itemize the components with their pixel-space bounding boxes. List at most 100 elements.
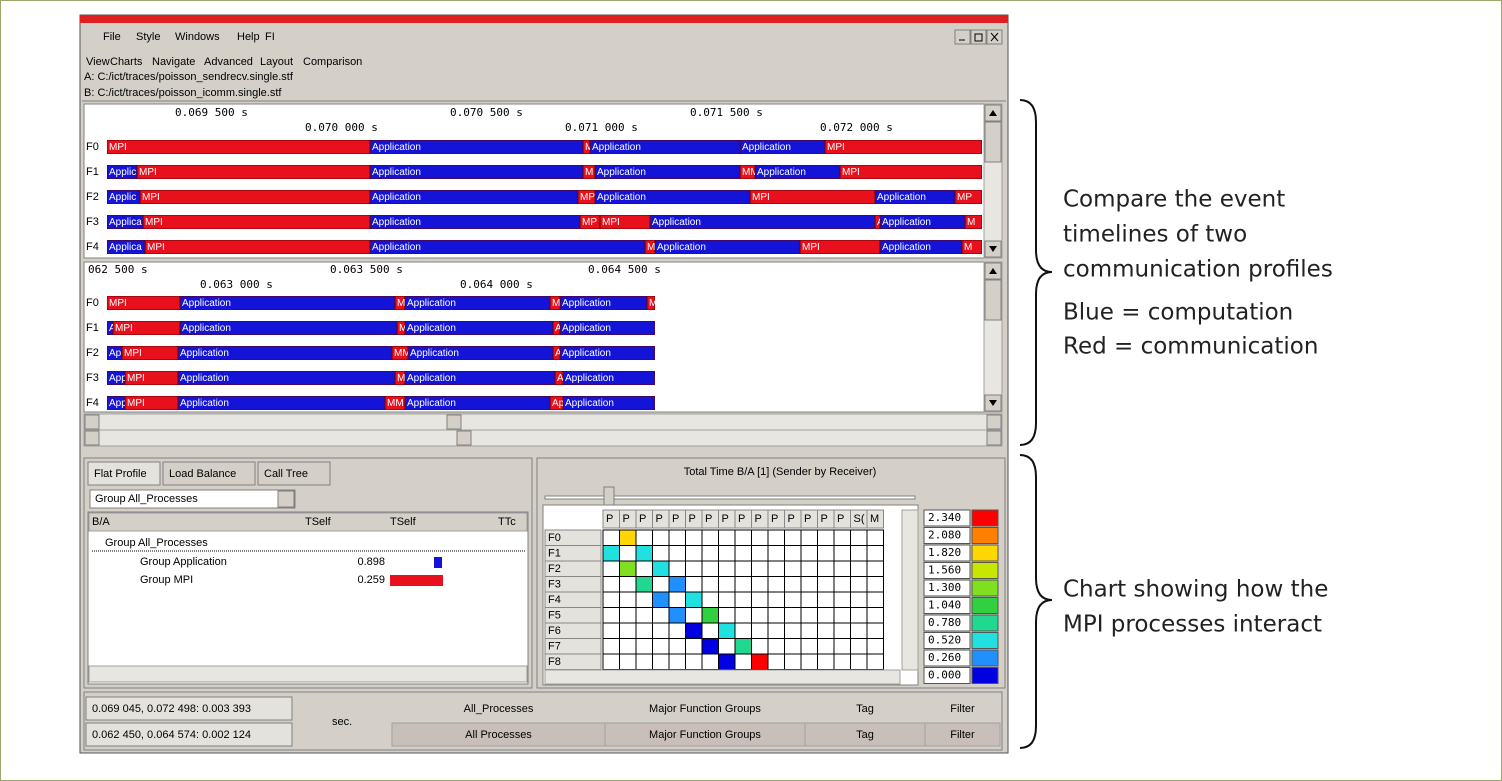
legend-label: 0.260 bbox=[928, 651, 961, 664]
empty-cell bbox=[702, 592, 719, 608]
column-header[interactable]: B/A bbox=[92, 516, 110, 528]
segment-bar bbox=[137, 165, 370, 179]
matrix-column: P bbox=[821, 513, 828, 525]
tab-label[interactable]: Call Tree bbox=[264, 468, 308, 480]
tab-label[interactable]: Flat Profile bbox=[94, 468, 147, 480]
status-label[interactable]: Tag bbox=[856, 703, 874, 715]
segment-label: Application bbox=[597, 192, 646, 203]
time-axis-label: 0.063 000 s bbox=[200, 278, 273, 291]
status-label[interactable]: All_Processes bbox=[464, 703, 534, 715]
segment-bar bbox=[840, 165, 982, 179]
h-scrollbar bbox=[89, 666, 527, 682]
empty-cell bbox=[719, 608, 736, 624]
timeline-segment: Application bbox=[180, 321, 397, 335]
empty-cell bbox=[834, 608, 851, 624]
matrix-column: P bbox=[804, 513, 811, 525]
legend-swatch bbox=[972, 668, 998, 684]
status-label[interactable]: Major Function Groups bbox=[649, 729, 761, 741]
empty-cell bbox=[768, 623, 785, 639]
range-text: 0.062 450, 0.064 574: 0.002 124 bbox=[92, 729, 251, 741]
tab-label[interactable]: Load Balance bbox=[169, 468, 236, 480]
empty-cell bbox=[752, 561, 769, 577]
column-header[interactable]: TSelf bbox=[390, 516, 417, 528]
empty-cell bbox=[851, 546, 868, 562]
empty-cell bbox=[867, 639, 884, 655]
menu-item[interactable]: Help bbox=[237, 31, 260, 43]
dropdown-button[interactable] bbox=[278, 491, 294, 507]
segment-label: Applica bbox=[109, 242, 142, 253]
time-axis-label: 0.070 500 s bbox=[450, 106, 523, 119]
scroll-left[interactable] bbox=[85, 415, 99, 429]
segment-label: Ap bbox=[552, 398, 565, 409]
empty-cell bbox=[834, 561, 851, 577]
dropdown-value[interactable]: Group All_Processes bbox=[95, 493, 198, 505]
status-label[interactable]: Tag bbox=[856, 729, 874, 741]
menu-item[interactable]: Style bbox=[136, 31, 160, 43]
matrix-row: F7 bbox=[548, 640, 561, 652]
segment-label: MP bbox=[957, 192, 972, 203]
brace bbox=[1020, 455, 1052, 748]
legend-label: 2.340 bbox=[928, 511, 961, 524]
menu-item[interactable]: View bbox=[86, 56, 110, 68]
status-label[interactable]: All Processes bbox=[465, 729, 532, 741]
time-axis-label: 0.064 500 s bbox=[588, 263, 661, 276]
column-header[interactable]: TTc bbox=[498, 516, 516, 528]
segment-label: MPI bbox=[139, 167, 157, 178]
status-label[interactable]: Filter bbox=[950, 729, 975, 741]
scroll-thumb[interactable] bbox=[985, 280, 1001, 320]
segment-label: Application bbox=[597, 167, 646, 178]
timeline-segment: M bbox=[645, 240, 655, 254]
segment-label: Application bbox=[180, 348, 229, 359]
empty-cell bbox=[669, 530, 686, 546]
empty-cell bbox=[653, 608, 670, 624]
matrix-row: F4 bbox=[548, 594, 561, 606]
empty-cell bbox=[785, 546, 802, 562]
empty-cell bbox=[719, 530, 736, 546]
annotation: communication profiles bbox=[1063, 257, 1333, 283]
segment-label: Application bbox=[742, 142, 791, 153]
segment-label: M bbox=[552, 298, 560, 309]
segment-label: Application bbox=[757, 167, 806, 178]
empty-cell bbox=[768, 546, 785, 562]
segment-label: MM bbox=[387, 398, 404, 409]
menu-item[interactable]: File bbox=[103, 31, 121, 43]
annotation: Blue = computation bbox=[1063, 300, 1293, 326]
empty-cell bbox=[686, 654, 703, 670]
legend-swatch bbox=[972, 650, 998, 666]
menu-item[interactable]: FI bbox=[265, 31, 275, 43]
empty-cell bbox=[603, 530, 620, 546]
menu-item[interactable]: Comparison bbox=[303, 56, 362, 68]
menu-item[interactable]: Charts bbox=[110, 56, 143, 68]
segment-label: Applica bbox=[109, 217, 142, 228]
status-label[interactable]: Filter bbox=[950, 703, 975, 715]
trace-path: A: C:/ict/traces/poisson_sendrecv.single… bbox=[84, 71, 294, 83]
time-axis-label: 0.063 500 s bbox=[330, 263, 403, 276]
empty-cell bbox=[636, 654, 653, 670]
status-label[interactable]: Major Function Groups bbox=[649, 703, 761, 715]
timeline-segment: M bbox=[965, 215, 982, 229]
scroll-thumb[interactable] bbox=[457, 431, 471, 445]
empty-cell bbox=[834, 530, 851, 546]
empty-cell bbox=[801, 623, 818, 639]
matrix-cell bbox=[686, 592, 703, 608]
scroll-thumb[interactable] bbox=[447, 415, 461, 429]
column-header[interactable]: TSelf bbox=[305, 516, 332, 528]
empty-cell bbox=[785, 623, 802, 639]
timeline-segment: Applica bbox=[107, 215, 143, 229]
menu-item[interactable]: Navigate bbox=[152, 56, 195, 68]
scroll-left[interactable] bbox=[85, 431, 99, 445]
menu-item[interactable]: Layout bbox=[260, 56, 293, 68]
minimize-button[interactable] bbox=[955, 30, 970, 44]
segment-label: MPI bbox=[124, 348, 142, 359]
menu-item[interactable]: Advanced bbox=[204, 56, 253, 68]
segment-label: MPI bbox=[142, 192, 160, 203]
menu-item[interactable]: Windows bbox=[175, 31, 220, 43]
scroll-right[interactable] bbox=[987, 431, 1001, 445]
matrix-cell bbox=[669, 577, 686, 593]
matrix-cell bbox=[653, 592, 670, 608]
slider-thumb[interactable] bbox=[604, 487, 614, 505]
scroll-thumb[interactable] bbox=[985, 122, 1001, 162]
empty-cell bbox=[735, 608, 752, 624]
scroll-right[interactable] bbox=[987, 415, 1001, 429]
maximize-button[interactable] bbox=[971, 30, 986, 44]
